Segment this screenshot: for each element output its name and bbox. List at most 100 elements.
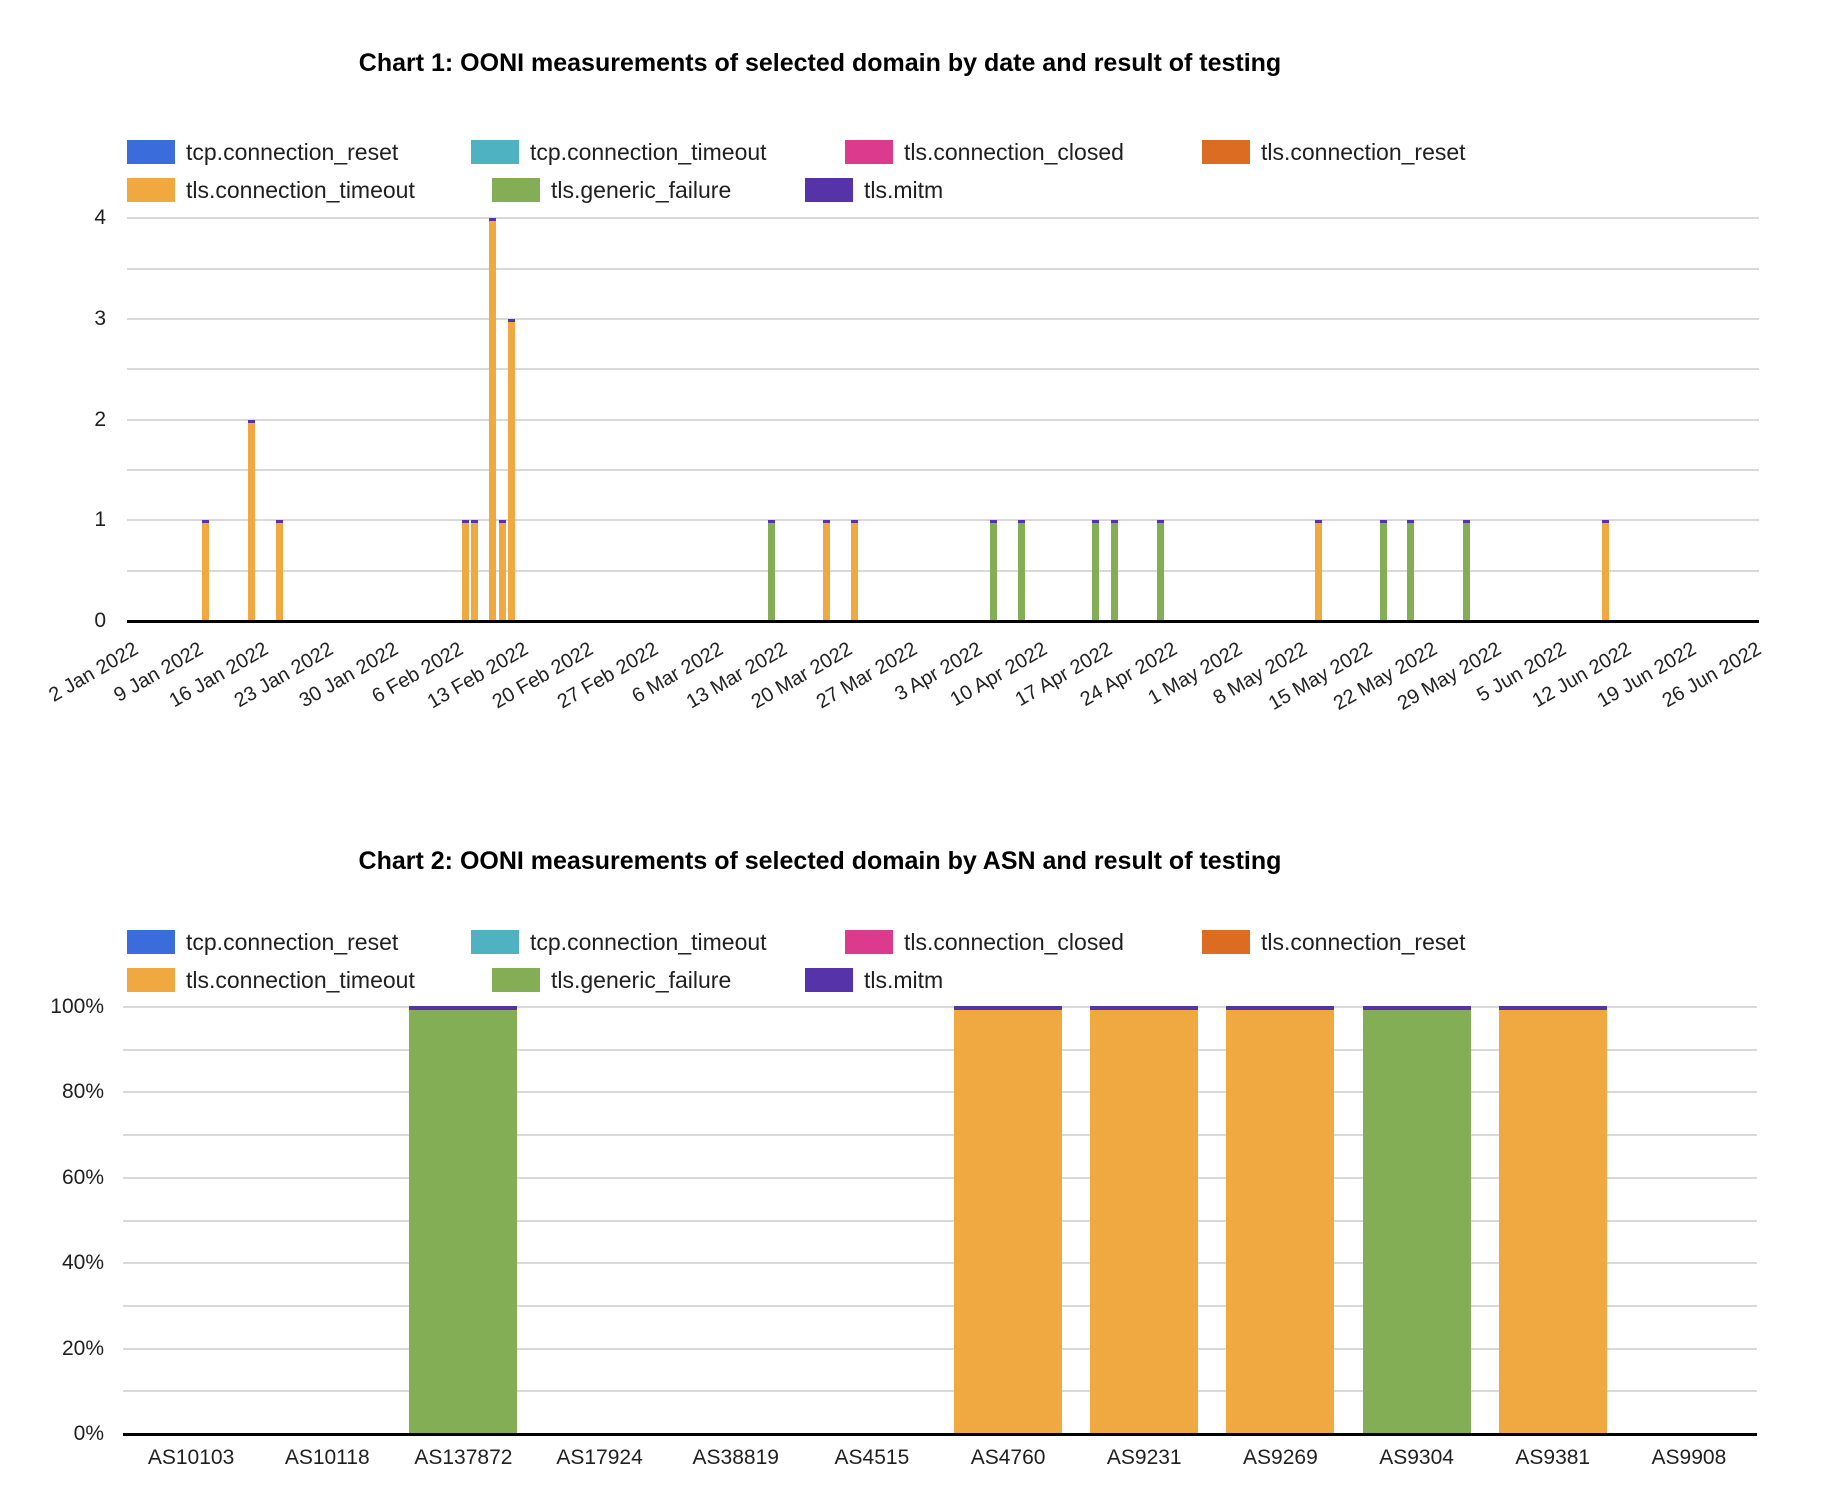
bar-tls.generic_failure[interactable] <box>767 520 775 621</box>
bar-tls.generic_failure[interactable] <box>1463 520 1471 621</box>
chart2-title: Chart 2: OONI measurements of selected d… <box>358 846 1282 875</box>
bar-cap-tls.mitm <box>1362 1006 1471 1010</box>
bar-cap-tls.mitm <box>1110 520 1118 524</box>
legend-swatch-tls.mitm-icon <box>805 968 853 992</box>
gridline <box>123 1347 1757 1350</box>
legend-swatch-tls.mitm-icon <box>805 178 853 202</box>
x-axis-tick-label-AS9381: AS9381 <box>1515 1446 1591 1469</box>
bar-cap-tls.mitm <box>1018 520 1026 524</box>
legend-item-tls.connection_closed: tls.connection_closed <box>845 930 1124 954</box>
legend-item-tls.mitm: tls.mitm <box>805 968 943 992</box>
gridline <box>123 1176 1757 1179</box>
bar-cap-tls.mitm <box>1090 1006 1199 1010</box>
x-axis-tick-label-AS10103: AS10103 <box>147 1446 235 1469</box>
y-axis-tick-label: 2 <box>94 407 106 431</box>
legend-item-tcp.connection_timeout: tcp.connection_timeout <box>471 140 767 164</box>
gridline <box>123 1262 1757 1265</box>
gridline <box>123 1048 1757 1051</box>
gridline <box>126 468 1759 471</box>
bar-tls.connection_timeout[interactable] <box>823 520 831 621</box>
bar-cap-tls.mitm <box>851 520 859 524</box>
y-axis-tick-label: 60% <box>61 1165 104 1189</box>
gridline <box>126 217 1759 220</box>
bar-tls.generic_failure[interactable] <box>1407 520 1415 621</box>
y-axis-tick-label: 3 <box>94 306 106 330</box>
legend-item-tcp.connection_reset: tcp.connection_reset <box>127 140 398 164</box>
bar-cap-tls.mitm <box>489 218 497 222</box>
bar-tls.connection_timeout[interactable] <box>508 318 516 621</box>
bar-cap-tls.mitm <box>276 520 284 524</box>
legend-label: tls.connection_timeout <box>186 177 415 203</box>
bar-tls.connection_timeout[interactable] <box>276 520 284 621</box>
bar-tls.connection_timeout[interactable] <box>1314 520 1322 621</box>
bar-tls.connection_timeout[interactable] <box>851 520 859 621</box>
bar-cap-tls.mitm <box>1407 520 1415 524</box>
bar-cap-tls.mitm <box>1092 520 1100 524</box>
legend-label: tls.generic_failure <box>551 177 732 203</box>
bar-tls.generic_failure[interactable] <box>1018 520 1026 621</box>
legend-swatch-tls.connection_closed-icon <box>845 140 893 164</box>
gridline <box>123 1134 1757 1137</box>
bar-cap-tls.mitm <box>1157 520 1165 524</box>
gridline <box>126 368 1759 371</box>
legend-label: tls.mitm <box>864 967 944 993</box>
bar-tls.generic_failure[interactable] <box>1157 520 1165 621</box>
legend-item-tls.mitm: tls.mitm <box>805 178 943 202</box>
legend-label: tcp.connection_timeout <box>530 929 767 955</box>
bar-cap-tls.mitm <box>1314 520 1322 524</box>
bar-cap-tls.mitm <box>954 1006 1063 1010</box>
chart1-title: Chart 1: OONI measurements of selected d… <box>358 48 1282 77</box>
bar-tls.generic_failure[interactable] <box>1110 520 1118 621</box>
legend-label: tls.generic_failure <box>551 967 732 993</box>
y-axis-tick-label: 0% <box>73 1422 104 1445</box>
y-axis-tick-label: 20% <box>61 1336 104 1360</box>
legend-label: tcp.connection_timeout <box>530 139 767 165</box>
bar-tls.generic_failure[interactable] <box>1092 520 1100 621</box>
bar-cap-tls.mitm <box>1463 520 1471 524</box>
bar-tls.connection_timeout[interactable] <box>470 520 478 621</box>
legend-label: tcp.connection_reset <box>186 139 399 165</box>
bar-tls.connection_timeout[interactable] <box>461 520 469 621</box>
bar-cap-tls.mitm <box>470 520 478 524</box>
bar-cap-tls.mitm <box>461 520 469 524</box>
bar-cap-tls.mitm <box>508 318 516 322</box>
bar-AS9269-tls.connection_timeout[interactable] <box>1226 1006 1335 1434</box>
x-axis-tick-label-AS38819: AS38819 <box>692 1446 779 1469</box>
legend-item-tls.generic_failure: tls.generic_failure <box>492 178 731 202</box>
y-axis-tick-label: 1 <box>94 508 106 532</box>
gridline <box>126 317 1759 320</box>
x-axis-tick-label-AS9304: AS9304 <box>1379 1446 1454 1469</box>
bar-tls.generic_failure[interactable] <box>1379 520 1387 621</box>
bar-tls.connection_timeout[interactable] <box>498 520 506 621</box>
x-axis-tick-label-AS9908: AS9908 <box>1651 1446 1727 1469</box>
y-axis-tick-label: 100% <box>50 995 104 1018</box>
bar-AS9231-tls.connection_timeout[interactable] <box>1090 1006 1199 1434</box>
bar-tls.connection_timeout[interactable] <box>1602 520 1610 621</box>
chart2-x-axis-line <box>123 1433 1757 1436</box>
bar-tls.connection_timeout[interactable] <box>202 520 210 621</box>
gridline <box>123 1091 1757 1094</box>
bar-cap-tls.mitm <box>1498 1006 1607 1010</box>
bar-cap-tls.mitm <box>1226 1006 1335 1010</box>
bar-tls.connection_timeout[interactable] <box>489 218 497 621</box>
legend-swatch-tls.connection_closed-icon <box>845 930 893 954</box>
bar-AS4760-tls.connection_timeout[interactable] <box>954 1006 1063 1434</box>
bar-cap-tls.mitm <box>409 1006 518 1010</box>
bar-cap-tls.mitm <box>1379 520 1387 524</box>
bar-tls.connection_timeout[interactable] <box>248 419 256 621</box>
bar-AS9381-tls.connection_timeout[interactable] <box>1498 1006 1607 1434</box>
x-axis-tick-label-AS9269: AS9269 <box>1243 1446 1318 1469</box>
legend-label: tcp.connection_reset <box>186 929 399 955</box>
legend-label: tls.connection_closed <box>904 139 1124 165</box>
bar-AS9304-tls.generic_failure[interactable] <box>1362 1006 1471 1434</box>
gridline <box>123 1006 1757 1008</box>
bar-tls.generic_failure[interactable] <box>990 520 998 621</box>
bar-cap-tls.mitm <box>1602 520 1610 524</box>
gridline <box>126 418 1759 421</box>
legend-swatch-tls.generic_failure-icon <box>492 968 540 992</box>
legend-label: tls.mitm <box>864 177 944 203</box>
bar-AS137872-tls.generic_failure[interactable] <box>409 1006 518 1434</box>
legend-swatch-tcp.connection_reset-icon <box>127 140 175 164</box>
gridline <box>123 1390 1757 1393</box>
legend-label: tls.connection_timeout <box>186 967 415 993</box>
